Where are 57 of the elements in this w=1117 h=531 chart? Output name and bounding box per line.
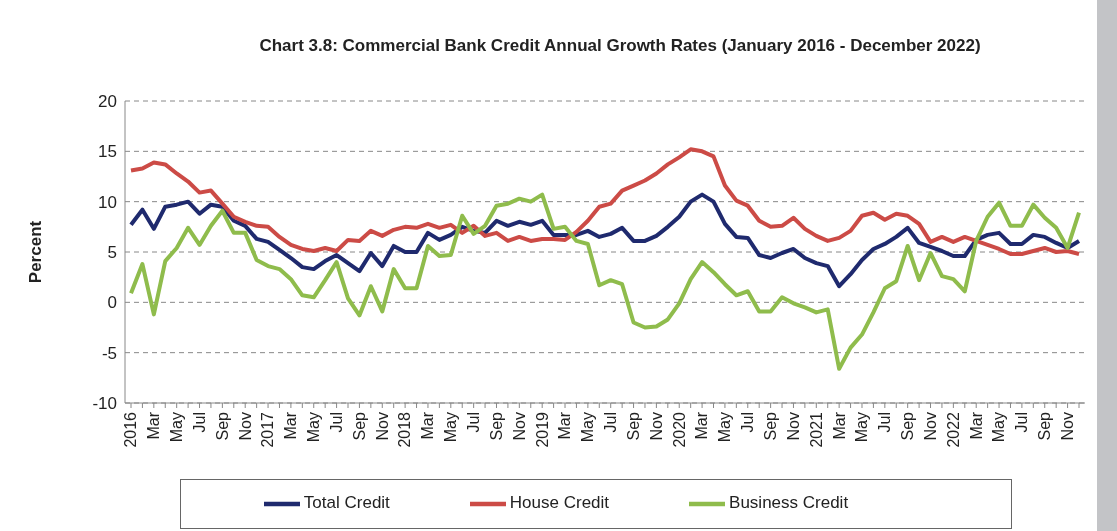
x-tick-label: Nov [236, 412, 254, 441]
x-tick-label: Mar [693, 411, 711, 440]
x-tick-label: Nov [784, 412, 802, 441]
x-tick-label: Jul [739, 412, 757, 433]
x-tick-label: May [579, 412, 597, 443]
x-tick-label: Jul [465, 412, 483, 433]
x-tick-label: May [305, 412, 323, 443]
y-tick-label: 20 [98, 92, 117, 112]
line-series [129, 147, 1081, 257]
y-tick-label: -5 [101, 343, 117, 363]
x-tick-label: 2018 [396, 411, 414, 448]
legend-label: Business Credit [729, 493, 849, 513]
y-tick-label: -10 [92, 394, 117, 414]
x-tick-label: Nov [373, 412, 391, 441]
x-tick-label: Sep [624, 411, 642, 441]
line-series [129, 192, 1081, 371]
x-tick-label: May [442, 412, 460, 443]
x-tick-label: Jul [602, 412, 620, 433]
x-tick-label: Nov [647, 412, 665, 441]
y-tick-label: 5 [107, 243, 117, 263]
x-tick-label: Jul [327, 412, 345, 433]
x-tick-label: 2020 [670, 411, 688, 448]
x-tick-label: Sep [761, 411, 779, 441]
x-tick-label: May [168, 412, 186, 443]
x-tick-label: Mar [830, 411, 848, 440]
line-series [129, 192, 1081, 289]
x-tick-label: 2017 [259, 411, 277, 448]
chart-title: Chart 3.8: Commercial Bank Credit Annual Growth Rates (January 2016 - December 2022) [258, 36, 982, 56]
x-tick-label: 2016 [122, 411, 140, 448]
x-tick-label: Sep [1036, 411, 1054, 441]
x-tick-label: Mar [419, 411, 437, 440]
x-tick-label: Mar [556, 411, 574, 440]
legend-label: House Credit [509, 493, 610, 513]
x-tick-label: 2021 [807, 411, 825, 448]
x-tick-label: Mar [967, 411, 985, 440]
y-tick-label: 10 [98, 192, 117, 212]
x-tick-label: 2022 [944, 411, 962, 448]
x-tick-label: Mar [282, 411, 300, 440]
x-tick-label: 2019 [533, 411, 551, 448]
x-tick-label: May [990, 412, 1008, 443]
x-tick-label: Nov [1058, 412, 1076, 441]
x-tick-label: Sep [487, 411, 505, 441]
x-tick-label: Nov [510, 412, 528, 441]
x-tick-label: Nov [921, 412, 939, 441]
legend-label: Total Credit [303, 493, 390, 513]
x-tick-label: Sep [899, 411, 917, 441]
x-tick-label: Sep [213, 411, 231, 441]
y-axis-title: Percent [26, 220, 46, 284]
x-tick-label: May [716, 412, 734, 443]
x-tick-label: Jul [190, 412, 208, 433]
x-tick-label: Sep [350, 411, 368, 441]
x-tick-label: Jul [1013, 412, 1031, 433]
y-tick-label: 15 [98, 142, 117, 162]
y-tick-label: 0 [107, 293, 117, 313]
x-tick-label: Jul [876, 412, 894, 433]
x-tick-label: Mar [145, 411, 163, 440]
x-tick-label: May [853, 412, 871, 443]
